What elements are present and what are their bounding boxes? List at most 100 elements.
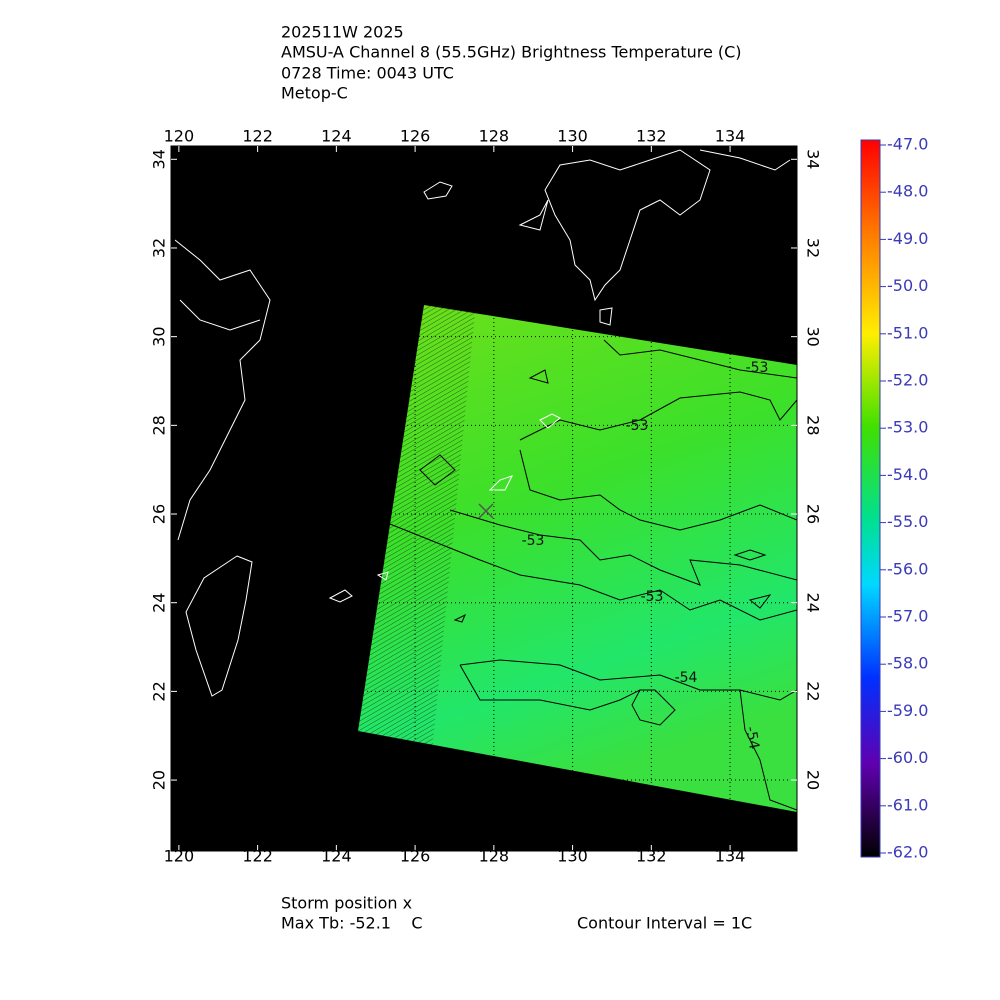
x-tick-label: 122 [242, 847, 273, 866]
storm-marker [478, 503, 494, 519]
contour-interval: Contour Interval = 1C [577, 914, 752, 933]
y-tick-label: 26 [150, 504, 169, 524]
coastline [544, 149, 711, 302]
colorbar-label: -52.0 [887, 371, 928, 390]
map-frame [170, 145, 798, 852]
max-tb: Max Tb: -52.1 C [281, 914, 422, 933]
contour-line [449, 509, 797, 586]
contour-label: -54 [742, 725, 762, 750]
x-tick-label: 130 [557, 847, 588, 866]
contour-line [528, 369, 549, 384]
x-tick-label: 128 [479, 847, 510, 866]
coastline [599, 307, 613, 326]
storm-note: Storm position x [281, 894, 412, 913]
coastline [423, 181, 453, 200]
title-line: 202511W 2025 [281, 23, 404, 42]
coastline [699, 149, 791, 171]
contour-line [748, 594, 772, 609]
colorbar-label: -49.0 [887, 229, 928, 248]
contour-label: -53 [626, 418, 649, 434]
coastline [539, 413, 561, 429]
coastlines [174, 149, 791, 697]
contour-line [603, 339, 797, 379]
x-tick-label: 134 [715, 127, 746, 146]
x-tick-label: 132 [636, 847, 667, 866]
colorbar-label: -58.0 [887, 654, 928, 673]
coastline [174, 239, 271, 541]
contour-line [733, 549, 767, 561]
contour-label: -54 [675, 670, 698, 686]
title-line: AMSU-A Channel 8 (55.5GHz) Brightness Te… [281, 43, 742, 62]
coastline [518, 199, 549, 231]
contour-line [739, 689, 797, 811]
colorbar-label: -61.0 [887, 795, 928, 814]
colorbar-label: -55.0 [887, 512, 928, 531]
y-tick-label: 20 [150, 770, 169, 790]
map-ticks: 120 120 122 122 124 124 126 126 128 128 130 130 132 1… [150, 127, 823, 866]
contour-line [379, 519, 797, 621]
colorbar-label: -57.0 [887, 607, 928, 626]
colorbar-label: -54.0 [887, 465, 928, 484]
colorbar-label: -48.0 [887, 182, 928, 201]
swath-edge-hatch [358, 305, 475, 752]
contour-label: -53 [641, 589, 664, 605]
contour-line [519, 391, 797, 441]
x-tick-label: 126 [400, 127, 431, 146]
x-tick-label: 134 [715, 847, 746, 866]
x-tick-label: 130 [557, 127, 588, 146]
colorbar-scale [860, 139, 881, 858]
colorbar-label: -47.0 [887, 135, 928, 154]
contour-line [459, 664, 641, 711]
colorbar-label: -50.0 [887, 276, 928, 295]
y-tick-label: 34 [804, 149, 823, 169]
y-tick-label: 28 [804, 415, 823, 435]
contour-line [459, 659, 797, 701]
colorbar-label: -59.0 [887, 701, 928, 720]
colorbar-label: -53.0 [887, 418, 928, 437]
y-tick-label: 24 [150, 593, 169, 613]
y-tick-label: 26 [804, 504, 823, 524]
x-tick-label: 126 [400, 847, 431, 866]
coastline [376, 571, 389, 581]
contour-line [453, 613, 466, 623]
contour-line [519, 449, 797, 531]
colorbar-label: -62.0 [887, 843, 928, 862]
colorbar-label: -51.0 [887, 323, 928, 342]
title-line: Metop-C [281, 84, 348, 103]
x-tick-label: 132 [636, 127, 667, 146]
storm-marker-stroke [478, 503, 494, 519]
coastline [179, 299, 261, 331]
contours [379, 339, 797, 811]
y-tick-label: 34 [150, 149, 169, 169]
x-tick-label: 120 [164, 847, 195, 866]
colorbar: -47.0 -48.0 -49.0 -50.0 -51.0 -52.0 -53.0 -54.0… [860, 135, 928, 862]
y-tick-label: 30 [804, 326, 823, 346]
y-tick-label: 32 [150, 238, 169, 258]
colorbar-label: -56.0 [887, 559, 928, 578]
coastline [185, 555, 253, 697]
header: 202511W 2025 AMSU-A Channel 8 (55.5GHz) … [281, 23, 742, 103]
contour-labels: -53 -53 -53 -53 -54 -54 [522, 360, 769, 751]
coastline [488, 475, 513, 491]
x-tick-label: 124 [321, 847, 352, 866]
title-line: 0728 Time: 0043 UTC [281, 64, 454, 83]
x-tick-label: 122 [242, 127, 273, 146]
x-tick-label: 128 [479, 127, 510, 146]
x-tick-label: 124 [321, 127, 352, 146]
y-tick-label: 22 [804, 681, 823, 701]
coastline [328, 589, 353, 603]
footer: Storm position x Max Tb: -52.1 C Contour… [281, 894, 752, 933]
y-tick-label: 22 [150, 681, 169, 701]
y-tick-label: 32 [804, 238, 823, 258]
x-tick-label: 120 [164, 127, 195, 146]
colorbar-label: -60.0 [887, 748, 928, 767]
y-tick-label: 20 [804, 770, 823, 790]
contour-line [631, 689, 676, 726]
y-tick-label: 30 [150, 326, 169, 346]
contour-line [419, 454, 456, 486]
contour-label: -53 [522, 533, 545, 549]
map: -53 -53 -53 -53 -54 -54 1201201221221241… [150, 127, 823, 866]
y-tick-label: 28 [150, 415, 169, 435]
contour-label: -53 [746, 360, 769, 376]
